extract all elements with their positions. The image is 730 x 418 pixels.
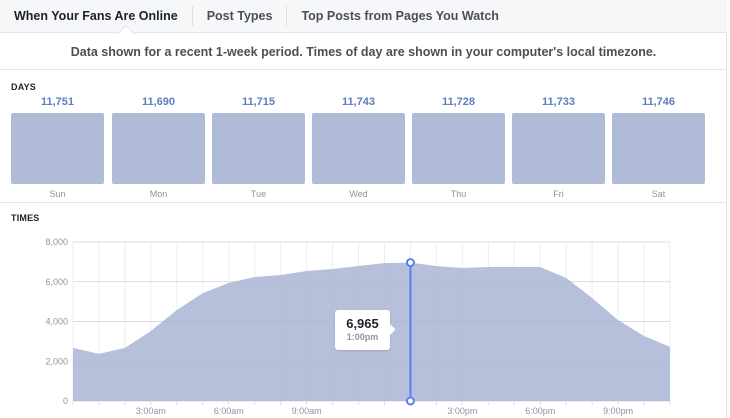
tab-bar: When Your Fans Are Online Post Types Top… bbox=[0, 0, 727, 33]
times-section: TIMES bbox=[0, 204, 727, 418]
day-bar[interactable] bbox=[112, 113, 205, 184]
day-bar[interactable] bbox=[11, 113, 104, 184]
day-bar[interactable] bbox=[612, 113, 705, 184]
chart-tooltip: 6,965 1:00pm bbox=[335, 310, 390, 350]
day-label: Wed bbox=[349, 189, 368, 199]
times-heading: TIMES bbox=[11, 213, 40, 223]
x-tick-label: 9:00am bbox=[292, 406, 322, 416]
timezone-notice: Data shown for a recent 1-week period. T… bbox=[0, 34, 727, 70]
day-column: 11,743 Wed bbox=[312, 95, 405, 199]
day-bar[interactable] bbox=[312, 113, 405, 184]
day-label: Mon bbox=[149, 189, 168, 199]
day-column: 11,690 Mon bbox=[112, 95, 205, 199]
x-tick-label: 3:00am bbox=[136, 406, 166, 416]
day-label: Sun bbox=[49, 189, 66, 199]
day-value: 11,751 bbox=[40, 96, 75, 108]
tab-divider bbox=[286, 6, 288, 26]
day-value: 11,728 bbox=[441, 96, 476, 108]
day-value: 11,733 bbox=[541, 96, 576, 108]
day-column: 11,746 Sat bbox=[612, 95, 705, 199]
days-heading: DAYS bbox=[11, 82, 36, 92]
day-column: 11,733 Fri bbox=[512, 95, 605, 199]
day-value: 11,746 bbox=[641, 96, 676, 108]
y-tick-label: 0 bbox=[63, 396, 68, 406]
day-bar[interactable] bbox=[512, 113, 605, 184]
x-tick-label: 6:00am bbox=[214, 406, 244, 416]
day-bar[interactable] bbox=[212, 113, 305, 184]
y-tick-label: 2,000 bbox=[45, 356, 68, 366]
day-label: Sat bbox=[651, 189, 666, 199]
y-tick-label: 8,000 bbox=[45, 237, 68, 247]
day-bar[interactable] bbox=[412, 113, 505, 184]
day-value: 11,743 bbox=[341, 96, 376, 108]
day-label: Thu bbox=[450, 189, 467, 199]
day-label: Fri bbox=[553, 189, 564, 199]
day-column: 11,715 Tue bbox=[212, 95, 305, 199]
x-tick-label: 6:00pm bbox=[525, 406, 555, 416]
hover-axis-marker bbox=[405, 396, 415, 406]
hover-point-marker[interactable] bbox=[405, 258, 415, 268]
x-tick-label: 3:00pm bbox=[447, 406, 477, 416]
day-value: 11,690 bbox=[141, 96, 176, 108]
days-section: DAYS 11,751 Sun 11,690 Mon 11,715 Tue 11,743 We… bbox=[0, 71, 727, 203]
day-label: Tue bbox=[250, 189, 267, 199]
tooltip-value: 6,965 bbox=[346, 316, 379, 331]
tab-post-types[interactable]: Post Types bbox=[206, 8, 273, 23]
tab-divider bbox=[191, 6, 193, 26]
tab-top-posts[interactable]: Top Posts from Pages You Watch bbox=[301, 8, 499, 23]
day-value: 11,715 bbox=[241, 96, 276, 108]
day-column: 11,751 Sun bbox=[11, 95, 104, 199]
tab-when-fans-online[interactable]: When Your Fans Are Online bbox=[0, 0, 192, 33]
tooltip-time: 1:00pm bbox=[346, 332, 379, 342]
y-tick-label: 4,000 bbox=[45, 317, 68, 327]
y-tick-label: 6,000 bbox=[45, 277, 68, 287]
x-tick-label: 9:00pm bbox=[603, 406, 633, 416]
day-column: 11,728 Thu bbox=[412, 95, 505, 199]
